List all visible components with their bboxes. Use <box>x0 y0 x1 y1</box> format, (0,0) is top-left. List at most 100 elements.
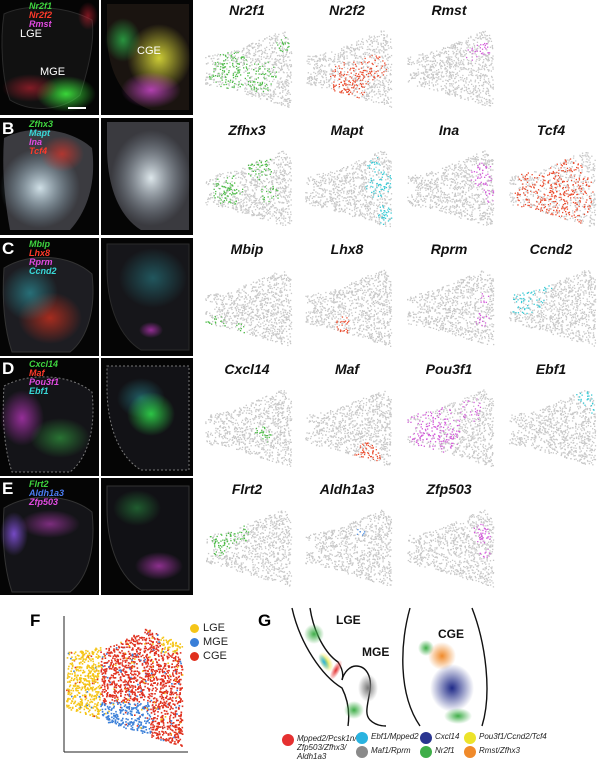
umap-region-scatter <box>63 616 188 753</box>
g-blob-nr2f1-mge <box>344 701 364 719</box>
region-label-cge: CGE <box>137 45 161 57</box>
umap-plot-ina <box>407 150 495 226</box>
marker-label-cxcl14-d: Cxcl14 <box>29 359 59 369</box>
g-key-dot-blue <box>356 732 368 744</box>
umap-plot-rmst <box>407 30 494 107</box>
micrograph-a-left: Nr2f1 Nr2f2 Rmst LGE MGE <box>0 0 99 115</box>
micrograph-e-left: E Flrt2 Aldh1a3 Zfp503 <box>0 478 99 595</box>
micrograph-d-right <box>101 358 193 476</box>
gene-label-ebf1: Ebf1 <box>535 361 567 377</box>
umap-lhx8: Lhx8 <box>299 241 395 349</box>
marker-label-aldh1a3-e: Aldh1a3 <box>29 488 65 498</box>
umap-pou3f1: Pou3f1 <box>401 361 497 469</box>
g-key-label-ebf1: Ebf1/Mpped2 <box>371 732 419 741</box>
micrograph-c-left: C Mbip Lhx8 Rprm Ccnd2 <box>0 238 99 356</box>
panel-label-f: F <box>30 611 41 630</box>
umap-aldh1a3: Aldh1a3 <box>299 481 395 589</box>
marker-label-tcf4-b: Tcf4 <box>29 146 48 156</box>
marker-label-zfhx3-b: Zfhx3 <box>29 119 54 129</box>
umap-maf: Maf <box>299 361 395 469</box>
micrograph-b-left: B Zfhx3 Mapt Ina Tcf4 <box>0 118 99 235</box>
umap-plot-maf <box>305 390 392 466</box>
panel-label-d: D <box>2 359 15 378</box>
g-key-dot-yellow <box>464 732 476 744</box>
region-label-mge: MGE <box>40 66 66 78</box>
marker-label-lhx8-c: Lhx8 <box>29 248 51 258</box>
gene-label-flrt2: Flrt2 <box>231 481 263 497</box>
umap-plot-ebf1 <box>509 390 597 466</box>
legend-item-mge: MGE <box>190 636 228 648</box>
g-key-pou3f1: Pou3f1/Ccnd2/Tcf4 <box>464 732 547 744</box>
gene-label-zfhx3: Zfhx3 <box>228 122 266 138</box>
g-blob-rmst-cge <box>428 642 456 670</box>
gene-label-ina: Ina <box>438 122 460 138</box>
umap-plot-aldh1a3 <box>305 509 393 586</box>
region-label-lge: LGE <box>20 28 43 40</box>
g-blob-ebf1-lge <box>318 653 330 671</box>
umap-zfp503: Zfp503 <box>401 481 497 589</box>
marker-label-mbip-c: Mbip <box>29 239 50 249</box>
g-key-dot-navy <box>420 732 432 744</box>
umap-plot-flrt2 <box>206 510 293 587</box>
micrograph-b-right <box>101 118 193 235</box>
panel-label-e: E <box>2 479 14 498</box>
g-blob-nr2f1-cge-bottom <box>444 708 472 724</box>
g-blob-mpped2-lge <box>329 660 343 680</box>
umap-nr2f1: Nr2f1 <box>199 2 295 110</box>
g-blob-maf1-mge <box>358 674 378 702</box>
gene-label-lhx8: Lhx8 <box>330 241 364 257</box>
gene-label-aldh1a3: Aldh1a3 <box>319 481 375 497</box>
g-key-rmst: Rmst/Zfhx3 <box>464 746 520 758</box>
umap-rprm: Rprm <box>401 241 497 349</box>
legend-item-lge: LGE <box>190 622 225 634</box>
umap-zfhx3: Zfhx3 <box>199 122 295 230</box>
g-key-label-cxcl14: Cxcl14 <box>435 732 460 741</box>
umap-plot-nr2f2 <box>306 30 393 108</box>
umap-mbip: Mbip <box>199 241 295 349</box>
marker-label-zfp503-e: Zfp503 <box>29 497 59 507</box>
legend-label-cge: CGE <box>203 650 227 662</box>
g-key-label-nr2f1: Nr2f1 <box>435 746 455 755</box>
umap-nr2f2: Nr2f2 <box>299 2 395 110</box>
panel-label-c: C <box>2 239 15 258</box>
gene-label-nr2f1: Nr2f1 <box>229 2 265 18</box>
umap-plot-zfhx3 <box>205 150 293 226</box>
umap-plot-mbip <box>205 271 293 347</box>
g-key-label-maf1: Maf1/Rprm <box>371 746 411 755</box>
marker-label-ebf1-d: Ebf1 <box>29 386 49 396</box>
legend-label-mge: MGE <box>203 636 229 648</box>
panel-label-b: B <box>2 119 15 138</box>
micrograph-c-right <box>101 238 193 356</box>
umap-tcf4: Tcf4 <box>503 122 599 230</box>
micrograph-e-right <box>101 478 193 595</box>
legend-dot-cge <box>190 651 199 661</box>
gene-label-cxcl14: Cxcl14 <box>224 361 270 377</box>
umap-plot-pou3f1 <box>407 389 495 467</box>
umap-plot-cxcl14 <box>205 390 293 467</box>
marker-label-flrt2-e: Flrt2 <box>29 479 49 489</box>
g-key-dot-green <box>420 746 432 758</box>
legend-dot-mge <box>190 637 199 647</box>
g-key-label-rmst: Rmst/Zfhx3 <box>479 746 520 755</box>
umap-ccnd2: Ccnd2 <box>503 241 599 349</box>
umap-ebf1: Ebf1 <box>503 361 599 469</box>
gene-label-mbip: Mbip <box>230 241 264 257</box>
g-region-label-cge: CGE <box>438 627 465 641</box>
g-key-maf1: Maf1/Rprm <box>356 746 411 758</box>
umap-plot-ccnd2 <box>509 270 597 347</box>
legend-label-lge: LGE <box>203 622 226 634</box>
umap-mapt: Mapt <box>299 122 395 230</box>
umap-plot-mapt <box>305 150 393 228</box>
marker-label-nr2f2-a: Nr2f2 <box>29 10 53 20</box>
marker-label-nr2f1-a: Nr2f1 <box>29 1 53 11</box>
micrograph-a-right: CGE <box>101 0 193 115</box>
legend-dot-lge <box>190 623 199 633</box>
panel-label-g: G <box>258 611 272 630</box>
g-blob-nr2f1-lge <box>304 624 324 644</box>
umap-plot-zfp503 <box>407 509 495 588</box>
umap-plot-tcf4 <box>509 152 597 227</box>
g-blob-cxcl14-cge <box>430 664 474 712</box>
gene-label-pou3f1: Pou3f1 <box>425 361 473 377</box>
g-key-nr2f1: Nr2f1 <box>420 746 455 758</box>
marker-label-maf-d: Maf <box>29 368 45 378</box>
